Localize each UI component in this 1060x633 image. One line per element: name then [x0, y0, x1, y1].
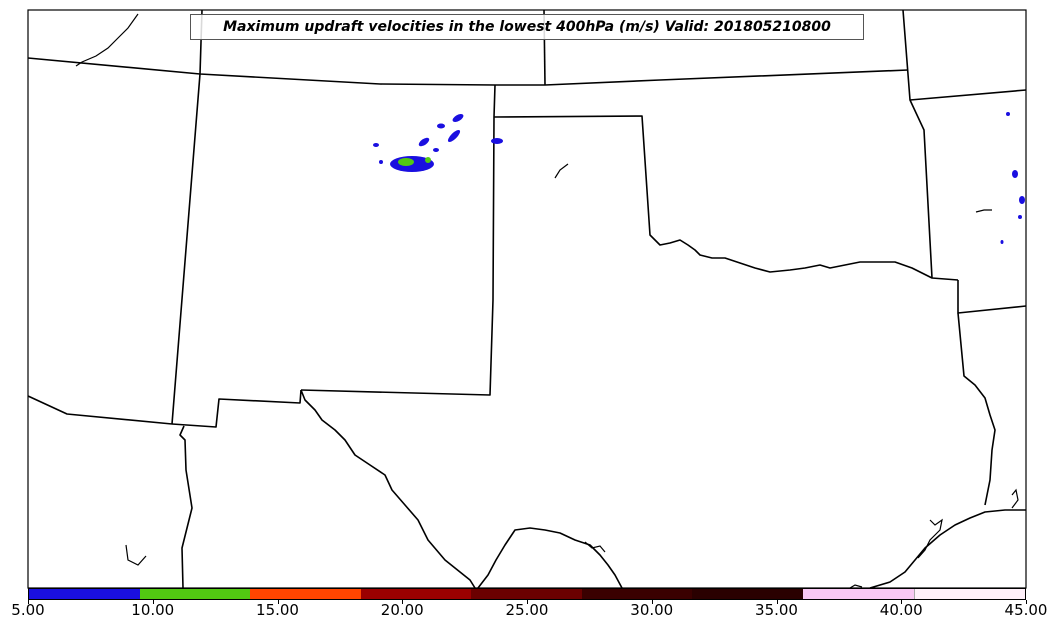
colorbar-tick — [651, 600, 653, 604]
amistad-reservoir — [584, 541, 606, 553]
oklahoma-kansas-border — [300, 84, 496, 396]
oklahoma-north-border — [493, 115, 959, 281]
updraft-cell-blue — [491, 138, 503, 144]
colorbar-tick — [277, 600, 279, 604]
colorbar-tick — [776, 600, 778, 604]
arizona-mexico-border — [27, 395, 173, 425]
colorbar-tick-label: 45.00 — [1004, 601, 1048, 619]
colorbar-tick-label: 20.00 — [380, 601, 424, 619]
colorbar-segment — [139, 589, 251, 599]
colorbar-tick-label: 15.00 — [256, 601, 299, 619]
colorbar-tick-label: 35.00 — [755, 601, 798, 619]
colorbar-tick — [152, 600, 154, 604]
colorbar-tick — [1026, 600, 1027, 604]
great-salt-lake — [75, 13, 139, 67]
updraft-cell-blue — [452, 114, 464, 122]
updraft-cell-blue — [373, 143, 379, 147]
gulf-coastline — [869, 509, 1026, 589]
state-boundaries — [27, 9, 1027, 589]
colorbar-tick-label: 10.00 — [131, 601, 175, 619]
new-mexico-south-border — [171, 389, 302, 428]
colorbar-segment — [250, 589, 361, 599]
gulf-of-california-island — [125, 544, 147, 566]
colorbar-segment — [471, 589, 582, 599]
colorbar-segment — [29, 589, 140, 599]
map-title: Maximum updraft velocities in the lowest… — [190, 14, 864, 40]
colorbar-segment — [692, 589, 803, 599]
arkansas-louisiana-line — [957, 280, 1027, 314]
colorbar-segment — [360, 589, 472, 599]
updraft-cell-blue — [418, 137, 430, 147]
updraft-cell-blue — [447, 129, 461, 143]
sabine-lake — [1011, 488, 1019, 509]
colorbar-tick-label: 30.00 — [630, 601, 674, 619]
missouri-border — [902, 9, 933, 279]
updraft-contours — [373, 112, 1025, 244]
updraft-cell-blue — [1006, 112, 1010, 116]
colorbar-tick-label: 5.00 — [11, 601, 45, 619]
map-frame — [27, 9, 1027, 589]
colorbar-segment — [913, 589, 1026, 599]
texas-rio-grande — [300, 389, 476, 589]
updraft-cell-blue — [1012, 170, 1018, 178]
baja-coastline — [179, 425, 193, 589]
louisiana-coast — [849, 584, 863, 589]
texas-big-bend — [477, 527, 623, 589]
updraft-cell-blue — [1000, 240, 1004, 244]
updraft-cell-blue — [433, 148, 439, 152]
small-water-features — [75, 13, 1019, 589]
updraft-cell-blue — [379, 160, 383, 164]
colorbar-segment — [802, 589, 914, 599]
updraft-cell-green — [398, 158, 414, 166]
colorbar-tick — [527, 600, 528, 604]
colorbar-tick-label: 25.00 — [505, 601, 549, 619]
updraft-cell-green — [425, 157, 431, 163]
colorbar-tick — [28, 600, 29, 604]
reservoir-missouri — [975, 209, 992, 213]
northern-state-line — [27, 57, 909, 86]
galveston-bay — [917, 518, 943, 559]
colorbar-tick — [901, 600, 903, 604]
reservoir-oklahoma — [554, 163, 569, 179]
updraft-cell-blue — [437, 123, 445, 129]
colorbar — [28, 588, 1026, 600]
updraft-cell-blue — [1018, 215, 1022, 219]
colorbar-segment — [581, 589, 693, 599]
missouri-arkansas-line — [909, 89, 1027, 101]
updraft-cell-blue — [1019, 196, 1025, 204]
colorbar-tick — [402, 600, 404, 604]
texas-louisiana-border — [957, 312, 996, 506]
colorbar-tick-label: 40.00 — [879, 601, 923, 619]
